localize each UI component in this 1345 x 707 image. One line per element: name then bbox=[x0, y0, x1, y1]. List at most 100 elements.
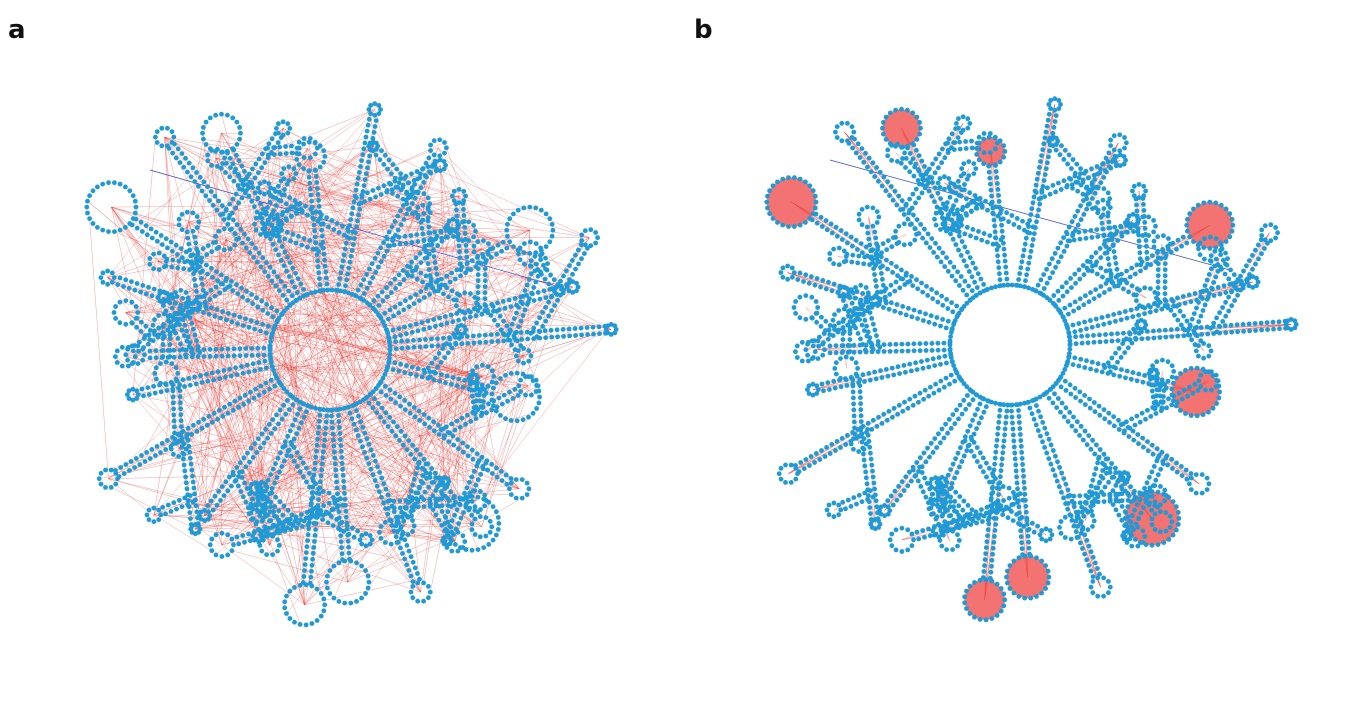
nucleotide bbox=[364, 455, 370, 461]
nucleotide bbox=[195, 515, 200, 521]
nucleotide bbox=[245, 298, 251, 303]
nucleotide bbox=[252, 441, 258, 446]
nucleotide bbox=[219, 530, 225, 536]
nucleotide bbox=[485, 383, 491, 389]
nucleotide bbox=[229, 210, 235, 216]
nucleotide bbox=[251, 395, 257, 401]
nucleotide bbox=[307, 180, 313, 186]
nucleotide bbox=[229, 226, 234, 232]
nucleotide bbox=[410, 559, 416, 565]
nucleotide bbox=[374, 483, 380, 489]
nucleotide bbox=[1273, 225, 1278, 230]
nucleotide bbox=[201, 310, 206, 315]
nucleotide bbox=[1142, 373, 1147, 378]
nucleotide bbox=[418, 289, 424, 294]
nucleotide bbox=[133, 304, 139, 309]
nucleotide bbox=[412, 456, 418, 462]
nucleotide bbox=[397, 394, 403, 400]
link bbox=[134, 260, 174, 355]
nucleotide bbox=[301, 166, 306, 172]
nucleotide bbox=[153, 229, 159, 235]
nucleotide bbox=[415, 239, 421, 245]
nucleotide bbox=[450, 228, 456, 233]
link bbox=[215, 157, 325, 446]
nucleotide bbox=[505, 398, 510, 404]
nucleotide bbox=[367, 153, 372, 159]
nucleotide bbox=[402, 233, 408, 239]
nucleotide bbox=[485, 467, 490, 473]
nucleotide bbox=[1192, 381, 1198, 387]
nucleotide bbox=[570, 271, 575, 277]
nucleotide bbox=[502, 305, 508, 311]
nucleotide bbox=[408, 554, 414, 560]
nucleotide bbox=[208, 189, 214, 194]
nucleotide bbox=[260, 206, 266, 212]
nucleotide bbox=[322, 602, 328, 608]
nucleotide bbox=[464, 495, 469, 501]
nucleotide bbox=[171, 134, 177, 140]
nucleotide bbox=[326, 500, 332, 506]
nucleotide bbox=[444, 424, 449, 430]
nucleotide bbox=[363, 591, 368, 596]
nucleotide bbox=[429, 466, 434, 471]
nucleotide bbox=[450, 216, 456, 222]
nucleotide bbox=[278, 224, 283, 230]
nucleotide bbox=[576, 247, 581, 253]
nucleotide bbox=[461, 213, 467, 218]
nucleotide bbox=[301, 155, 307, 161]
nucleotide bbox=[417, 344, 423, 350]
nucleotide bbox=[396, 272, 402, 278]
nucleotide bbox=[396, 310, 402, 316]
link bbox=[215, 151, 223, 545]
nucleotide bbox=[1211, 280, 1217, 285]
link bbox=[476, 333, 606, 501]
nucleotide bbox=[422, 421, 428, 427]
nucleotide bbox=[478, 404, 484, 410]
nucleotide bbox=[267, 509, 273, 515]
nucleotide bbox=[338, 443, 344, 448]
link bbox=[204, 362, 389, 516]
nucleotide bbox=[512, 386, 518, 392]
nucleotide bbox=[355, 528, 360, 534]
nucleotide bbox=[597, 331, 602, 337]
nucleotide bbox=[186, 160, 192, 166]
nucleotide bbox=[360, 444, 365, 450]
nucleotide bbox=[516, 251, 521, 257]
nucleotide bbox=[196, 183, 201, 189]
link bbox=[105, 355, 524, 471]
nucleotide bbox=[202, 300, 208, 306]
nucleotide bbox=[393, 339, 398, 345]
nucleotide bbox=[342, 490, 347, 496]
nucleotide bbox=[342, 246, 348, 252]
nucleotide bbox=[471, 249, 477, 255]
link bbox=[272, 226, 479, 498]
link bbox=[195, 229, 530, 301]
nucleotide bbox=[268, 431, 274, 436]
nucleotide bbox=[153, 365, 159, 371]
nucleotide bbox=[287, 195, 293, 201]
nucleotide bbox=[455, 548, 461, 554]
nucleotide bbox=[269, 222, 275, 228]
nucleotide bbox=[212, 493, 218, 499]
nucleotide bbox=[389, 187, 395, 193]
nucleotide bbox=[188, 301, 194, 306]
nucleotide bbox=[230, 407, 236, 413]
nucleotide bbox=[454, 303, 459, 309]
nucleotide bbox=[285, 508, 291, 513]
nucleotide bbox=[201, 347, 207, 352]
nucleotide bbox=[555, 292, 560, 297]
nucleotide bbox=[130, 386, 136, 392]
link bbox=[288, 173, 413, 508]
nucleotide bbox=[322, 263, 328, 269]
nucleotide bbox=[168, 292, 174, 298]
nucleotide bbox=[513, 477, 519, 482]
nucleotide bbox=[1163, 455, 1169, 461]
nucleotide bbox=[336, 282, 341, 287]
nucleotide bbox=[469, 494, 475, 499]
link bbox=[219, 239, 227, 411]
nucleotide bbox=[1183, 467, 1189, 473]
nucleotide bbox=[1066, 353, 1072, 359]
nucleotide bbox=[167, 354, 173, 359]
nucleotide bbox=[457, 292, 462, 298]
nucleotide bbox=[389, 224, 395, 230]
